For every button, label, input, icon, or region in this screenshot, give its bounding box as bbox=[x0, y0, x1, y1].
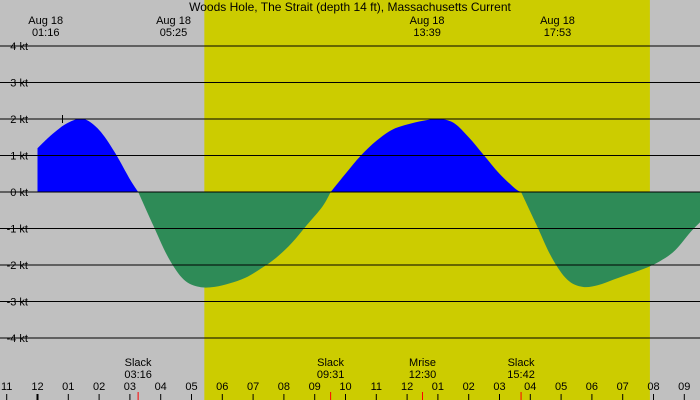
hour-label: 07 bbox=[617, 381, 629, 393]
top-annotation-date: Aug 18 bbox=[156, 15, 191, 27]
hour-label: 01 bbox=[62, 381, 74, 393]
hour-label: 06 bbox=[216, 381, 228, 393]
y-axis-ticks: 4 kt 3 kt 2 kt 1 kt 0 kt -1 kt -2 kt -3 kt -4 kt bbox=[0, 41, 28, 345]
hour-label: 12 bbox=[31, 381, 43, 393]
top-annotation-time: 17:53 bbox=[544, 27, 572, 39]
hour-label: 12 bbox=[401, 381, 413, 393]
y-tick-label: -3 kt bbox=[7, 297, 28, 309]
hour-label: 07 bbox=[247, 381, 259, 393]
hour-label: 08 bbox=[278, 381, 290, 393]
hour-label: 09 bbox=[678, 381, 690, 393]
event-time: 15:42 bbox=[507, 369, 535, 381]
event-label: Mrise bbox=[409, 357, 436, 369]
ebb-area bbox=[138, 192, 331, 288]
ebb-area bbox=[521, 192, 700, 288]
hour-label: 06 bbox=[586, 381, 598, 393]
hour-label: 03 bbox=[493, 381, 505, 393]
hour-label: 11 bbox=[1, 381, 12, 393]
top-annotation-date: Aug 18 bbox=[28, 15, 63, 27]
bottom-events: Slack03:16Slack09:31Mrise12:30Slack15:42… bbox=[124, 357, 535, 400]
y-tick-label: 2 kt bbox=[10, 114, 28, 126]
y-gridlines bbox=[0, 45, 700, 339]
hour-axis: 11 12 01 02 03 04 05 06 07 08 09 10 11 12 01 02 03 04 05 06… bbox=[1, 381, 690, 400]
y-tick-label: 3 kt bbox=[10, 78, 28, 90]
hour-label: 04 bbox=[524, 381, 536, 393]
hour-label: 02 bbox=[463, 381, 475, 393]
y-tick-label: -2 kt bbox=[7, 260, 28, 272]
hour-label: 08 bbox=[647, 381, 659, 393]
event-time: 12:30 bbox=[409, 369, 437, 381]
top-annotation-time: 13:39 bbox=[413, 27, 441, 39]
y-tick-label: 4 kt bbox=[10, 41, 28, 53]
hour-label: 04 bbox=[155, 381, 167, 393]
top-annotation-date: Aug 18 bbox=[410, 15, 445, 27]
y-tick-label: -1 kt bbox=[7, 224, 28, 236]
chart-title: Woods Hole, The Strait (depth 14 ft), Ma… bbox=[189, 0, 511, 14]
hour-label: 10 bbox=[339, 381, 351, 393]
y-tick-label: 0 kt bbox=[10, 187, 28, 199]
hour-label: 02 bbox=[93, 381, 105, 393]
hour-label: 09 bbox=[309, 381, 321, 393]
event-label: Slack bbox=[317, 357, 344, 369]
event-label: Slack bbox=[125, 357, 152, 369]
top-annotation-time: 05:25 bbox=[160, 27, 188, 39]
hour-label: 11 bbox=[371, 381, 382, 393]
y-tick-label: 1 kt bbox=[10, 151, 28, 163]
event-label: Slack bbox=[508, 357, 535, 369]
hour-label: 05 bbox=[555, 381, 567, 393]
hour-label: 03 bbox=[124, 381, 136, 393]
hour-label: 05 bbox=[185, 381, 197, 393]
top-annotation-date: Aug 18 bbox=[540, 15, 575, 27]
top-annotation-time: 01:16 bbox=[32, 27, 60, 39]
hour-label: 01 bbox=[432, 381, 444, 393]
peak-marker bbox=[58, 115, 67, 123]
y-tick-label: -4 kt bbox=[7, 333, 28, 345]
event-time: 09:31 bbox=[317, 369, 345, 381]
event-time: 03:16 bbox=[124, 369, 152, 381]
